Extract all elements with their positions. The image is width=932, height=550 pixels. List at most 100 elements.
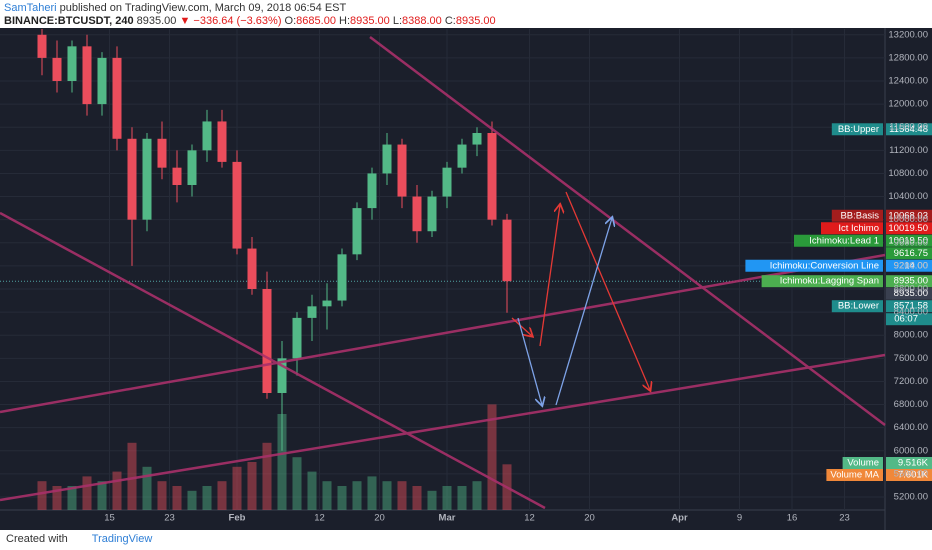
trendline xyxy=(0,353,886,502)
series-tag xyxy=(745,259,883,272)
y-tick-label: 6000.00 xyxy=(894,445,928,456)
price-tag-value: 8571.58 xyxy=(894,301,928,312)
series-tag-name: Volume MA xyxy=(830,470,879,481)
author[interactable]: SamTaheri xyxy=(4,2,57,14)
trendline xyxy=(369,36,886,426)
candle-body xyxy=(457,144,467,168)
volume-bar xyxy=(52,486,62,510)
candle-body xyxy=(367,173,377,209)
volume-bar xyxy=(187,490,197,510)
volume-bar xyxy=(457,486,467,510)
candle-body xyxy=(382,144,392,174)
volume-bar xyxy=(337,486,347,510)
y-tick-label: 11200.00 xyxy=(889,145,928,156)
series-tag xyxy=(831,123,883,136)
series-tag-name: BB:Lower xyxy=(838,301,879,312)
header: SamTaheri published on TradingView.com, … xyxy=(4,2,496,28)
volume-bar xyxy=(382,481,392,510)
volume-bar xyxy=(82,476,92,510)
countdown: 06:07 xyxy=(894,314,918,325)
candle-body xyxy=(427,196,437,232)
candle-body xyxy=(37,34,47,58)
y-tick-label: 6400.00 xyxy=(894,422,928,433)
y-tick-label: 10000.00 xyxy=(888,214,928,225)
candle-body xyxy=(322,300,332,307)
volume-bar xyxy=(217,481,227,510)
y-tick-label: 12000.00 xyxy=(888,99,928,110)
y-tick-label: 5600.00 xyxy=(894,468,928,479)
series-tag-name: Volume xyxy=(847,458,879,469)
trendline xyxy=(0,253,886,414)
price-tag-value: 8935.00 xyxy=(894,276,928,287)
x-tick-label: Mar xyxy=(439,513,456,524)
x-tick-label: 16 xyxy=(787,513,798,524)
y-tick-label: 8800.00 xyxy=(894,284,928,295)
series-tag xyxy=(794,234,883,247)
series-tag-name: BB:Basis xyxy=(840,210,879,221)
volume-bar xyxy=(37,481,47,510)
volume-bar xyxy=(397,481,407,510)
series-tag-name: Ichimoku:Lagging Span xyxy=(780,276,879,287)
price-tag xyxy=(886,275,932,288)
y-tick-label: 11600.00 xyxy=(889,122,928,133)
volume-bar xyxy=(232,466,242,510)
x-tick-label: 23 xyxy=(164,513,175,524)
x-tick-label: 12 xyxy=(524,513,535,524)
price-tag xyxy=(886,209,932,222)
chart: 11564.48 BB:Upper 10068.03 BB:Basis 10019.50… xyxy=(0,28,932,530)
trendline xyxy=(0,211,546,510)
volume-bar xyxy=(127,442,137,510)
published: published on TradingView.com, March 09, … xyxy=(56,2,347,14)
volume-bar xyxy=(67,486,77,510)
candle-body xyxy=(142,138,152,220)
volume-bar xyxy=(352,481,362,510)
footer: Created with TradingView xyxy=(6,530,152,548)
volume-bar xyxy=(487,404,497,510)
series-tag-name: BB:Upper xyxy=(838,124,879,135)
volume-bar xyxy=(142,466,152,510)
y-tick-label: 7200.00 xyxy=(894,376,928,387)
arrow xyxy=(511,317,532,336)
price-tag xyxy=(886,234,932,247)
candle-body xyxy=(307,306,317,318)
price-tag xyxy=(886,469,932,481)
price-tag-value: 8935.00 xyxy=(894,288,928,299)
brand[interactable]: TradingView xyxy=(91,533,153,545)
series-tag xyxy=(842,457,883,469)
price-tag xyxy=(886,300,932,313)
ohlc-value: 8935.00 xyxy=(455,15,496,27)
y-tick-label: 9600.00 xyxy=(894,237,928,248)
ohlc-key: L: xyxy=(392,15,403,27)
price-tag xyxy=(886,247,932,260)
ohlc-key: O: xyxy=(284,15,297,27)
y-tick-label: 5200.00 xyxy=(894,492,928,503)
series-tag-name: Ichimoku:Conversion Line xyxy=(770,260,879,271)
arrows xyxy=(511,191,650,405)
x-tick-label: 12 xyxy=(314,513,325,524)
candle-body xyxy=(202,121,212,151)
price-tag xyxy=(886,287,932,300)
candle-body xyxy=(112,57,122,139)
candle-body xyxy=(352,208,362,255)
candle-body xyxy=(292,317,302,359)
y-tick-label: 6800.00 xyxy=(894,399,928,410)
volume-bar xyxy=(97,481,107,510)
last: 8935.00 xyxy=(136,15,177,27)
candle-body xyxy=(52,57,62,81)
y-tick-label: 12800.00 xyxy=(888,52,928,63)
x-tick-label: Feb xyxy=(229,513,246,524)
series-tag xyxy=(761,275,883,288)
volume-bar xyxy=(412,486,422,510)
candle-body xyxy=(487,133,497,220)
x-tick-label: Apr xyxy=(671,513,688,524)
series-tag xyxy=(826,469,883,481)
ohlc-value: 8685.00 xyxy=(296,15,336,27)
price-tag-value: 10068.03 xyxy=(888,210,928,221)
volume-bar xyxy=(262,442,272,510)
candle-body xyxy=(337,254,347,301)
y-tick-label: 12400.00 xyxy=(888,76,928,87)
series-tag xyxy=(831,209,883,222)
trendlines xyxy=(0,36,886,510)
volume-bar xyxy=(247,462,257,510)
